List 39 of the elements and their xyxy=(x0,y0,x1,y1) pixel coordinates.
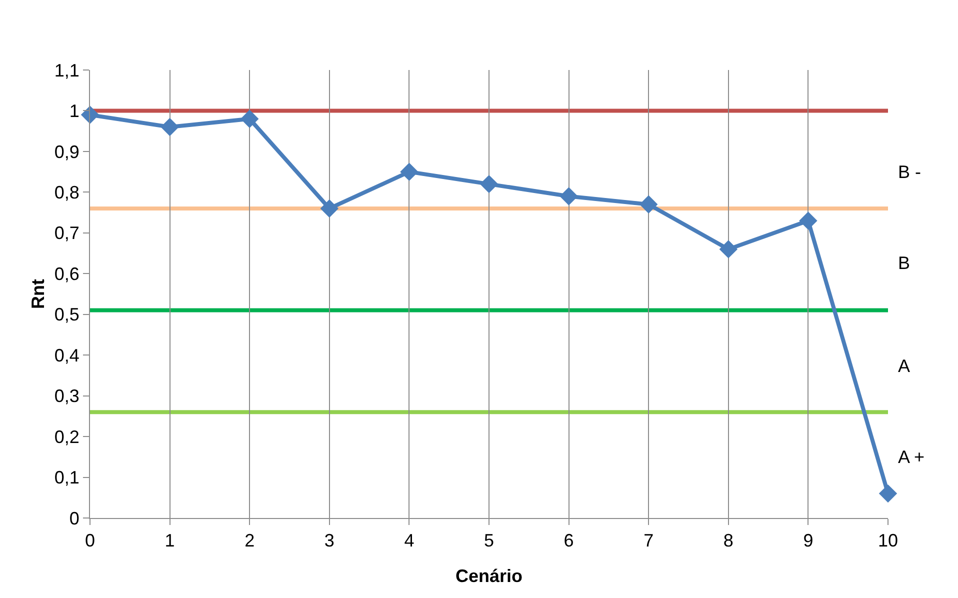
y-tick-label: 0,6 xyxy=(54,264,80,284)
x-tick-label: 9 xyxy=(803,530,814,551)
x-tick-label: 6 xyxy=(564,530,574,551)
point xyxy=(400,162,418,181)
point xyxy=(719,240,738,258)
y-tick-label: 0,7 xyxy=(54,223,80,244)
text: B - xyxy=(898,162,922,182)
y-axis-title: Rnt xyxy=(28,279,48,309)
x-tick-label: 4 xyxy=(404,530,414,551)
x-tick-label: 10 xyxy=(878,530,898,551)
point xyxy=(240,110,259,128)
y-tick-label: 0,9 xyxy=(54,142,80,162)
y-tick-label: 0,8 xyxy=(54,182,80,202)
x-tick-label: 3 xyxy=(324,530,334,551)
point xyxy=(560,187,578,206)
text: A + xyxy=(898,447,925,467)
point xyxy=(640,195,658,214)
point xyxy=(160,118,179,136)
y-tick-label: 1 xyxy=(69,101,80,122)
y-tick-label: 0,5 xyxy=(54,304,80,325)
point xyxy=(878,484,898,503)
y-tick-label: 0,2 xyxy=(54,426,80,447)
y-tick-label: 0 xyxy=(69,508,80,528)
x-tick-label: 0 xyxy=(84,530,96,551)
x-tick-label: 2 xyxy=(244,530,255,551)
text: A xyxy=(898,356,910,376)
text: B xyxy=(898,253,910,273)
y-tick-label: 1,1 xyxy=(54,60,80,80)
point xyxy=(320,199,338,218)
point xyxy=(480,174,498,194)
point xyxy=(799,212,818,230)
y-tick-label: 0,3 xyxy=(54,386,80,406)
x-tick-label: 7 xyxy=(644,530,654,551)
x-tick-label: 1 xyxy=(164,530,175,551)
y-tick-label: 0,4 xyxy=(54,345,80,366)
x-tick-label: 8 xyxy=(723,530,734,551)
x-axis-title: Cenário xyxy=(455,566,523,586)
y-tick-label: 0,1 xyxy=(54,468,80,488)
x-tick-label: 5 xyxy=(484,530,494,551)
